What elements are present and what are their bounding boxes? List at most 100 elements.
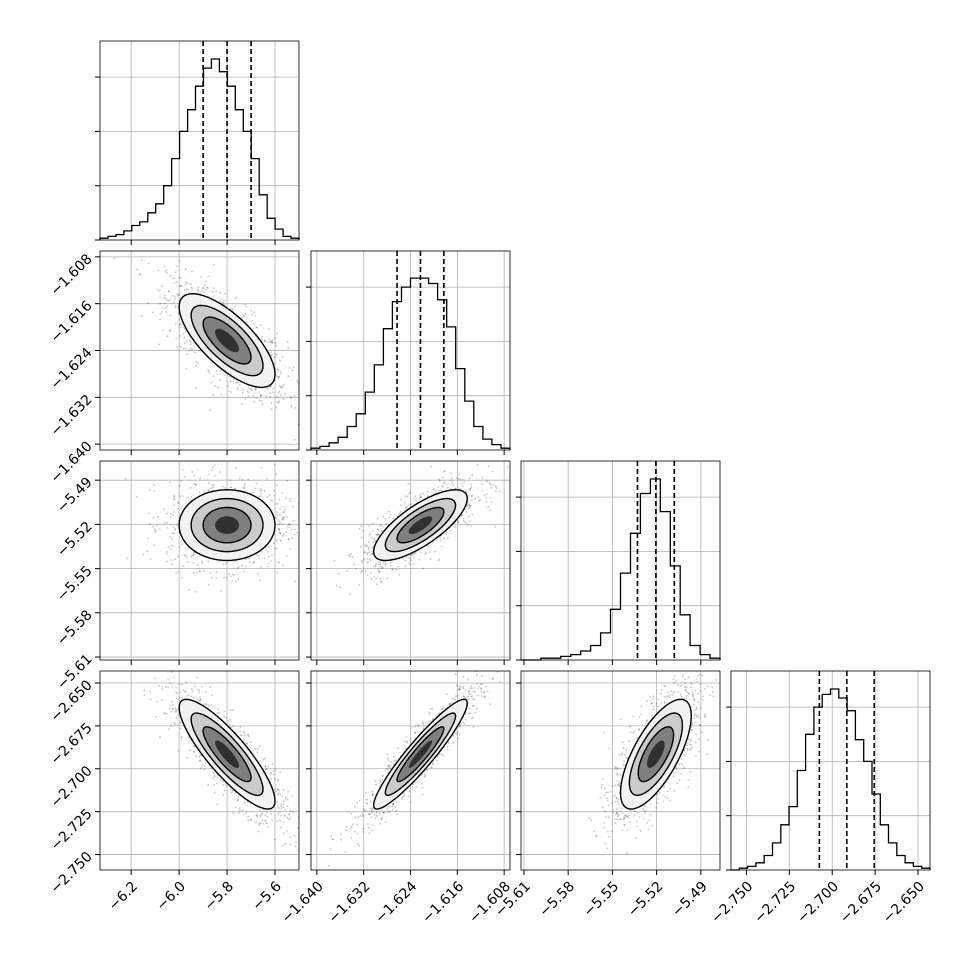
sample-point bbox=[288, 366, 291, 369]
sample-point bbox=[168, 290, 170, 293]
sample-point bbox=[368, 541, 370, 543]
sample-point bbox=[291, 369, 294, 372]
sample-point bbox=[224, 487, 227, 490]
sample-point bbox=[397, 565, 400, 568]
sample-point bbox=[481, 477, 484, 479]
sample-point bbox=[237, 578, 240, 581]
sample-point bbox=[485, 496, 488, 499]
sample-point bbox=[426, 768, 429, 771]
sample-point bbox=[364, 571, 367, 573]
sample-point bbox=[173, 301, 176, 304]
sample-point bbox=[259, 394, 262, 397]
sample-point bbox=[399, 510, 402, 513]
sample-point bbox=[281, 516, 284, 519]
sample-point bbox=[369, 807, 372, 810]
sample-point bbox=[282, 515, 285, 518]
sample-point bbox=[474, 668, 476, 670]
sample-point bbox=[211, 694, 214, 696]
sample-point bbox=[186, 556, 189, 559]
sample-point bbox=[177, 501, 179, 504]
sample-point bbox=[449, 472, 452, 475]
sample-point bbox=[305, 533, 307, 535]
sample-point bbox=[467, 678, 469, 681]
sample-point bbox=[263, 490, 266, 492]
sample-point bbox=[278, 377, 280, 379]
sample-point bbox=[283, 511, 285, 513]
sample-point bbox=[154, 715, 157, 718]
sample-point bbox=[247, 386, 250, 388]
sample-point bbox=[407, 482, 410, 485]
sample-point bbox=[190, 498, 193, 501]
sample-point bbox=[209, 572, 211, 574]
sample-point bbox=[192, 745, 195, 747]
sample-point bbox=[167, 299, 170, 302]
sample-point bbox=[180, 577, 183, 579]
density-core bbox=[215, 516, 240, 534]
sample-point bbox=[458, 688, 461, 691]
sample-point bbox=[212, 393, 215, 396]
sample-point bbox=[428, 711, 431, 714]
sample-point bbox=[190, 688, 193, 690]
sample-point bbox=[271, 353, 273, 356]
sample-point bbox=[239, 726, 242, 728]
sample-point bbox=[235, 806, 237, 809]
sample-point bbox=[269, 778, 272, 780]
sample-point bbox=[373, 537, 376, 540]
sample-point bbox=[440, 485, 443, 488]
sample-point bbox=[462, 721, 465, 724]
sample-point bbox=[152, 525, 154, 528]
scatter-panel-p3-vs-p0 bbox=[95, 662, 300, 875]
sample-point bbox=[245, 305, 248, 308]
sample-point bbox=[282, 806, 285, 809]
sample-point bbox=[466, 504, 469, 507]
sample-point bbox=[268, 328, 271, 330]
sample-point bbox=[243, 484, 246, 487]
sample-point bbox=[166, 335, 169, 338]
sample-point bbox=[232, 725, 234, 728]
sample-point bbox=[365, 561, 368, 564]
hist-panel-p2 bbox=[516, 460, 721, 665]
sample-point bbox=[177, 312, 180, 315]
sample-point bbox=[255, 388, 257, 390]
sample-point bbox=[189, 662, 191, 664]
sample-point bbox=[276, 547, 278, 550]
sample-point bbox=[181, 683, 183, 686]
sample-point bbox=[177, 570, 179, 573]
sample-point bbox=[203, 284, 206, 287]
sample-point bbox=[284, 814, 286, 817]
sample-point bbox=[388, 516, 390, 519]
sample-point bbox=[286, 816, 289, 819]
sample-point bbox=[216, 712, 219, 714]
sample-point bbox=[429, 720, 432, 723]
sample-point bbox=[239, 730, 242, 733]
sample-point bbox=[159, 736, 161, 739]
sample-point bbox=[245, 558, 248, 561]
sample-point bbox=[495, 485, 497, 488]
sample-point bbox=[270, 560, 272, 562]
sample-point bbox=[450, 479, 453, 482]
sample-point bbox=[250, 309, 253, 312]
sample-point bbox=[241, 564, 243, 567]
sample-point bbox=[366, 552, 369, 554]
sample-point bbox=[222, 301, 225, 304]
scatter-panel-p2-vs-p0 bbox=[95, 460, 307, 665]
sample-point bbox=[469, 712, 472, 715]
sample-point bbox=[379, 563, 382, 566]
sample-point bbox=[178, 326, 181, 329]
sample-point bbox=[270, 408, 273, 411]
sample-point bbox=[373, 575, 375, 578]
sample-point bbox=[191, 554, 193, 557]
sample-point bbox=[377, 567, 380, 570]
sample-point bbox=[452, 484, 454, 486]
sample-point bbox=[474, 498, 476, 501]
sample-point bbox=[194, 685, 196, 688]
sample-point bbox=[446, 537, 449, 540]
sample-point bbox=[470, 499, 473, 502]
sample-point bbox=[407, 795, 410, 798]
sample-point bbox=[178, 683, 181, 685]
sample-point bbox=[271, 341, 274, 344]
sample-point bbox=[481, 674, 483, 677]
sample-point bbox=[281, 387, 283, 390]
sample-point bbox=[421, 793, 424, 796]
sample-point bbox=[254, 387, 257, 389]
